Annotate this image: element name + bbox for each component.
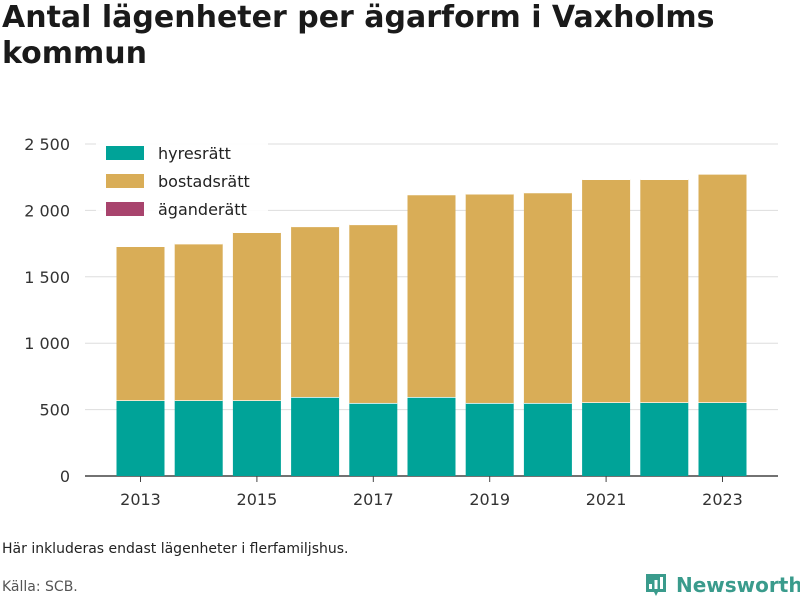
- bar-segment: [407, 194, 456, 397]
- bar-segment: [523, 402, 572, 476]
- bar-segment: [116, 400, 165, 476]
- bar-segment: [465, 193, 514, 403]
- legend-label: äganderätt: [158, 200, 247, 219]
- newsworthy-logo: Newsworthy: [644, 570, 800, 600]
- bar-segment: [174, 400, 223, 476]
- bar-segment: [291, 226, 340, 397]
- x-tick-label: 2013: [120, 490, 161, 509]
- bar-segment: [116, 246, 165, 401]
- footnote: Här inkluderas endast lägenheter i flerf…: [2, 541, 349, 557]
- bar-segment: [640, 402, 689, 476]
- bar-segment: [698, 173, 747, 403]
- y-tick-label: 1 000: [24, 334, 70, 353]
- bar-segment: [640, 179, 689, 403]
- x-tick-label: 2015: [237, 490, 278, 509]
- bar-segment: [232, 232, 281, 401]
- bar-segment: [349, 402, 398, 476]
- legend-label: bostadsrätt: [158, 172, 250, 191]
- bar-segment: [523, 192, 572, 403]
- y-tick-label: 500: [39, 401, 70, 420]
- bar-segment: [349, 224, 398, 403]
- bar-segment: [232, 400, 281, 476]
- bar-segment: [291, 396, 340, 476]
- source-credit: Källa: SCB.: [2, 579, 78, 595]
- x-tick-label: 2017: [353, 490, 394, 509]
- bar-segment: [582, 402, 631, 476]
- legend-swatch: [106, 146, 144, 160]
- bar-segment: [174, 243, 223, 401]
- y-axis-ticks: 0 500 1 000 1 500 2 000 2 500: [24, 135, 70, 486]
- x-tick-label: 2021: [586, 490, 627, 509]
- bars: [116, 173, 747, 476]
- x-axis-ticks: 2013 2015 2017 2019 2021 2023: [120, 476, 743, 509]
- y-tick-label: 2 500: [24, 135, 70, 154]
- newsworthy-logo-icon: [646, 574, 666, 596]
- bar-segment: [582, 179, 631, 403]
- x-tick-label: 2023: [702, 490, 743, 509]
- bar-segment: [465, 402, 514, 476]
- y-tick-label: 2 000: [24, 201, 70, 220]
- bar-segment: [698, 402, 747, 476]
- y-tick-label: 0: [60, 467, 70, 486]
- chart-title: Antal lägenheter per ägarform i Vaxholms…: [2, 0, 715, 71]
- legend-label: hyresrätt: [158, 144, 231, 163]
- legend-swatch: [106, 174, 144, 188]
- brand-name: Newsworthy: [676, 573, 800, 597]
- legend-swatch: [106, 202, 144, 216]
- legend: hyresrätt bostadsrätt äganderätt: [96, 140, 268, 224]
- bar-segment: [407, 396, 456, 476]
- x-tick-label: 2019: [469, 490, 510, 509]
- y-tick-label: 1 500: [24, 268, 70, 287]
